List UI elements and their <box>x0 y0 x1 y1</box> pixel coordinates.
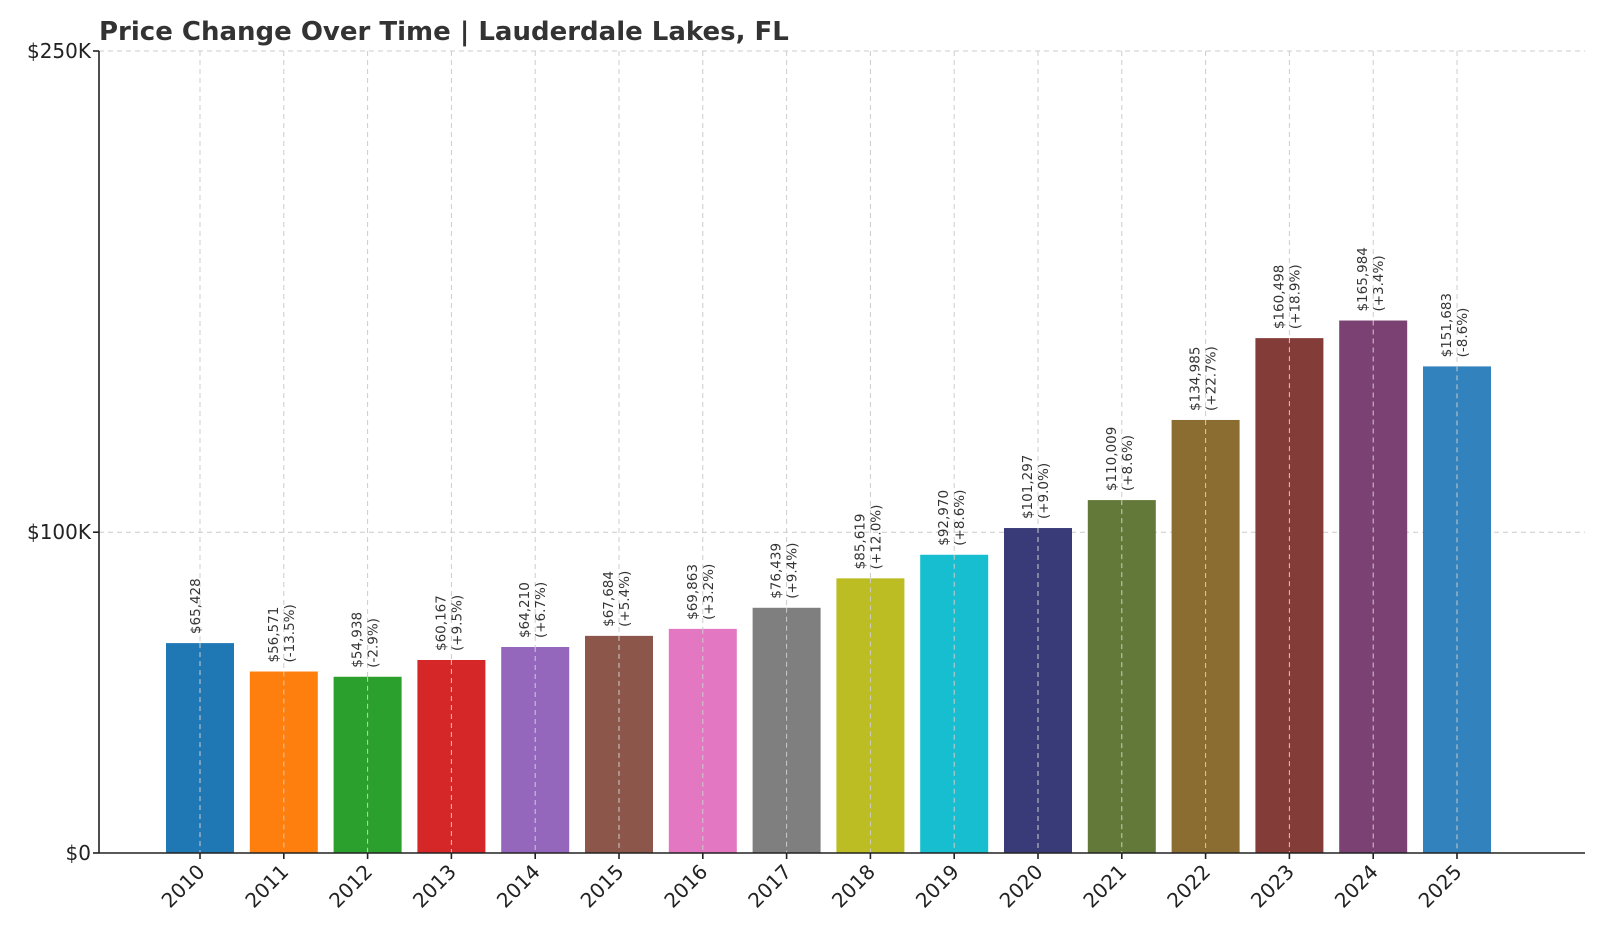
value-label: $85,619 <box>852 514 868 570</box>
change-label: (+6.7%) <box>533 582 549 638</box>
value-label: $67,684 <box>601 571 617 627</box>
x-tick-label: 2020 <box>995 860 1048 913</box>
change-label: (+12.0%) <box>868 505 884 570</box>
bar-2012 <box>333 676 402 853</box>
change-label: (-2.9%) <box>366 618 382 668</box>
chart-title: Price Change Over Time | Lauderdale Lake… <box>99 17 789 47</box>
bar-2013 <box>417 659 486 853</box>
y-tick-labels: $0 $100K $250K <box>27 39 92 865</box>
value-label: $165,984 <box>1355 247 1371 311</box>
y-tick-label: $250K <box>27 39 92 63</box>
x-tick-label: 2014 <box>492 860 545 913</box>
bar-2023 <box>1255 338 1324 853</box>
x-tick-label: 2011 <box>240 860 293 913</box>
x-tick-label: 2022 <box>1162 860 1215 913</box>
change-label: (+9.0%) <box>1036 463 1052 519</box>
y-tick-label: $0 <box>66 841 91 865</box>
change-label: (+22.7%) <box>1204 346 1220 411</box>
change-label: (+9.5%) <box>449 595 465 651</box>
value-label: $151,683 <box>1439 293 1455 357</box>
change-label: (+5.4%) <box>617 571 633 627</box>
x-tick-label: 2017 <box>743 860 796 913</box>
value-label: $65,428 <box>188 578 204 634</box>
value-label: $101,297 <box>1020 455 1036 519</box>
x-tick-label: 2010 <box>157 860 210 913</box>
x-tick-label: 2023 <box>1246 860 1299 913</box>
x-tick-label: 2019 <box>911 860 964 913</box>
bars-layer <box>166 320 1491 853</box>
change-label: (+8.6%) <box>952 490 968 546</box>
value-label: $160,498 <box>1271 265 1287 329</box>
change-label: (+18.9%) <box>1287 264 1303 329</box>
change-label: (+3.2%) <box>701 564 717 620</box>
value-label: $56,571 <box>266 607 282 663</box>
x-tick-label: 2024 <box>1330 860 1383 913</box>
value-label: $60,167 <box>433 595 449 651</box>
x-tick-label: 2015 <box>576 860 629 913</box>
x-tick-label: 2018 <box>827 860 880 913</box>
value-label: $64,210 <box>517 582 533 638</box>
x-tick-label: 2012 <box>324 860 377 913</box>
change-label: (-13.5%) <box>282 604 298 662</box>
value-label: $76,439 <box>769 543 785 599</box>
x-tick-labels: 2010 2011 2012 2013 2014 2015 2016 2017 2018 2019… <box>157 860 1467 913</box>
value-label: $69,863 <box>685 564 701 620</box>
axes-layer <box>93 50 1585 859</box>
change-label: (+9.4%) <box>785 543 801 599</box>
y-tick-label: $100K <box>27 520 92 544</box>
value-label: $92,970 <box>936 490 952 546</box>
x-tick-label: 2025 <box>1414 860 1467 913</box>
x-tick-label: 2016 <box>659 860 712 913</box>
x-tick-label: 2021 <box>1078 860 1131 913</box>
x-tick-label: 2013 <box>408 860 461 913</box>
value-label: $54,938 <box>350 612 366 668</box>
change-label: (+3.4%) <box>1371 255 1387 311</box>
value-label: $134,985 <box>1188 347 1204 411</box>
change-label: (+8.6%) <box>1120 435 1136 491</box>
change-label: (-8.6%) <box>1455 308 1471 358</box>
value-label: $110,009 <box>1104 427 1120 491</box>
data-labels-layer: $65,428 $56,571 (-13.5%) $54,938 (-2.9%) $60,… <box>188 247 1471 853</box>
